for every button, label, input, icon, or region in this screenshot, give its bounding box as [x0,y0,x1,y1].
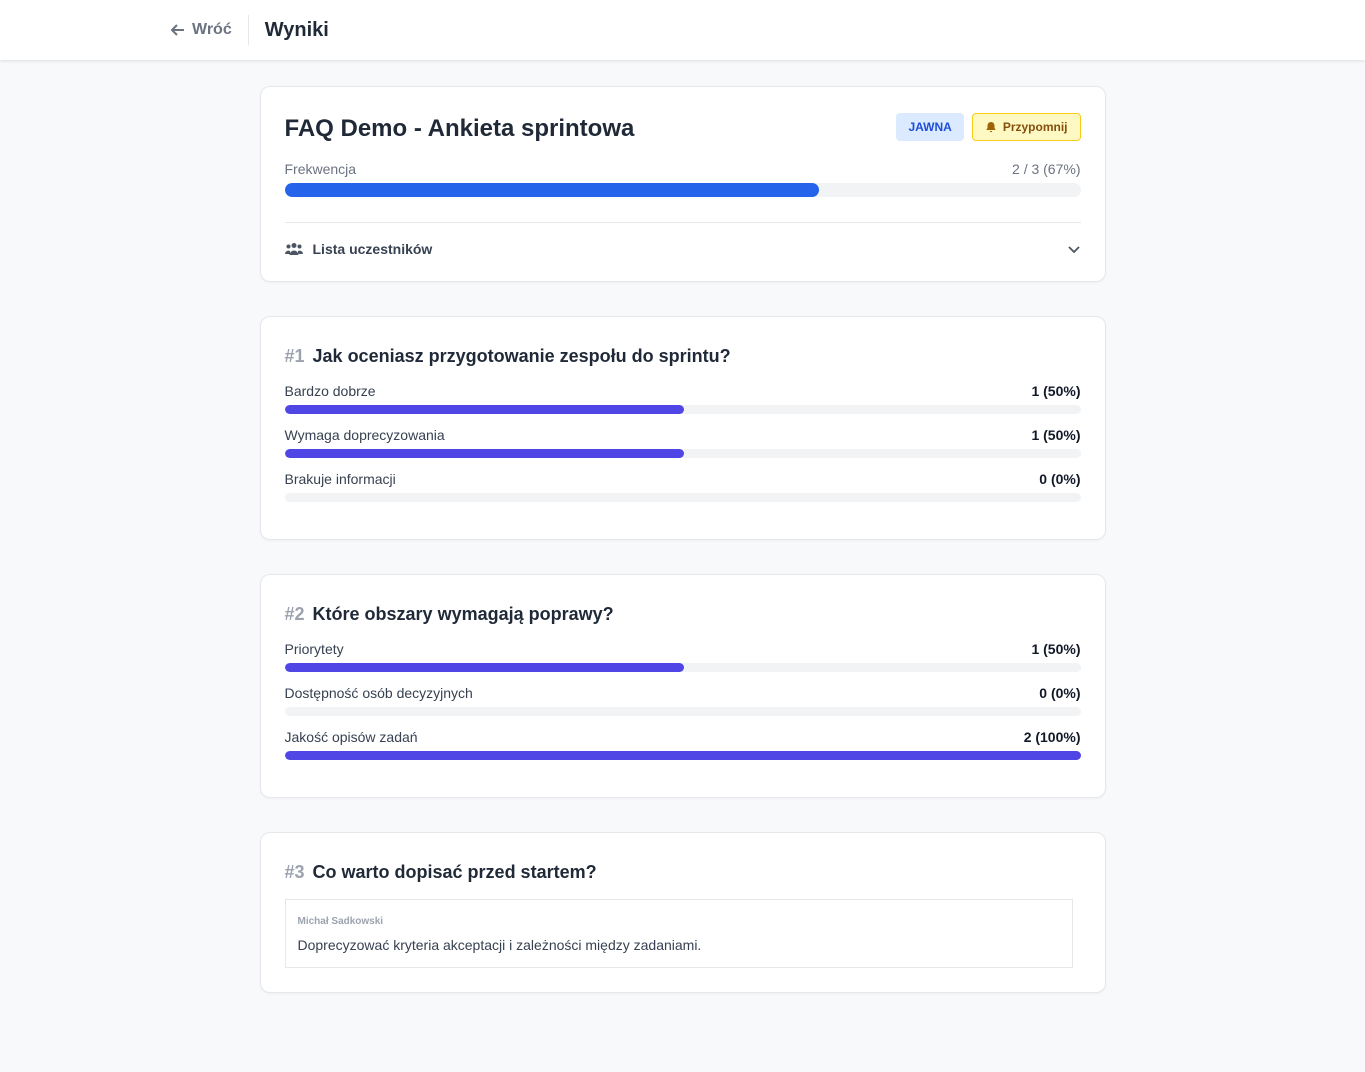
option-track [284,751,1081,760]
survey-title: FAQ Demo - Ankieta sprintowa [284,115,635,142]
survey-card: FAQ Demo - Ankieta sprintowa JAWNA Przyp… [259,86,1106,282]
option-track [284,707,1081,716]
option-result: 1 (50%) [1031,427,1081,443]
question-number: #1 [284,346,305,366]
option-bar [284,449,684,458]
option-label: Brakuje informacji [284,471,396,487]
option: Dostępność osób decyzyjnych 0 (0%) [284,685,1081,716]
option-track [284,493,1081,502]
remind-label: Przypomnij [1002,120,1068,134]
question-card: #3 Co warto dopisać przed startem? Michał … [259,832,1106,993]
bell-icon [986,122,996,133]
option: Wymaga doprecyzowania 1 (50%) [284,427,1081,458]
option-result: 2 (100%) [1023,729,1081,745]
answer-author: Michał Sadkowski [297,916,384,927]
question-title: #3 Co warto dopisać przed startem? [285,862,1081,883]
page-title: Wyniki [264,18,329,41]
back-icon [170,24,184,36]
option-label: Bardzo dobrze [284,383,376,399]
option-label: Wymaga doprecyzowania [284,427,445,443]
option-row: Wymaga doprecyzowania 1 (50%) [285,427,1081,443]
back-label: Wróć [192,21,232,38]
attendance-row: Frekwencja 2 / 3 (67%) [285,161,1081,177]
survey-actions: JAWNA Przypomnij [896,113,1081,141]
option-bar [284,751,1081,760]
question-card: #2 Które obszary wymagają poprawy? Prioryt… [259,574,1106,798]
option-row: Priorytety 1 (50%) [285,641,1081,657]
option: Jakość opisów zadań 2 (100%) [284,729,1081,760]
option-label: Priorytety [284,641,344,657]
attendance-text: 2 / 3 (67%) [1012,161,1081,177]
back-button[interactable]: Wróć [170,15,249,45]
option-label: Dostępność osób decyzyjnych [284,685,473,701]
question-text: Które obszary wymagają poprawy? [312,604,614,624]
option-row: Jakość opisów zadań 2 (100%) [285,729,1081,745]
participants: Lista uczestników [284,241,433,257]
content: FAQ Demo - Ankieta sprintowa JAWNA Przyp… [259,86,1106,993]
top-bar: Wróć Wyniki [0,0,1365,60]
attendance-label: Frekwencja [284,161,357,177]
option-result: 0 (0%) [1039,685,1081,701]
option-bar [284,663,684,672]
option-row: Bardzo dobrze 1 (50%) [285,383,1081,399]
survey-head: FAQ Demo - Ankieta sprintowa JAWNA Przyp… [285,111,1081,143]
option: Brakuje informacji 0 (0%) [284,471,1081,502]
users-icon [284,243,303,255]
attendance-bar [284,183,820,197]
answer-text: Doprecyzować kryteria akceptacji i zależ… [297,937,702,953]
participants-label: Lista uczestników [312,241,433,257]
attendance-track [284,183,1081,197]
question-text: Jak oceniasz przygotowanie zespołu do sp… [312,346,731,366]
visibility-badge: JAWNA [896,113,964,141]
option-bar [284,405,684,414]
question-number: #2 [284,604,305,624]
remind-button[interactable]: Przypomnij [971,113,1081,141]
question-card: #1 Jak oceniasz przygotowanie zespołu do … [259,316,1106,540]
chevron-icon [1067,246,1080,254]
option-track [284,405,1081,414]
option-label: Jakość opisów zadań [284,729,418,745]
answer: Michał Sadkowski Doprecyzować kryteria ak… [284,899,1073,968]
option-result: 1 (50%) [1031,383,1081,399]
participants-toggle[interactable]: Lista uczestników [284,222,1081,257]
option-row: Dostępność osób decyzyjnych 0 (0%) [285,685,1081,701]
option-row: Brakuje informacji 0 (0%) [285,471,1081,487]
option: Priorytety 1 (50%) [284,641,1081,672]
option-track [284,663,1081,672]
option-result: 1 (50%) [1031,641,1081,657]
question-text: Co warto dopisać przed startem? [312,862,597,882]
option-track [284,449,1081,458]
question-number: #3 [284,862,305,882]
option: Bardzo dobrze 1 (50%) [284,383,1081,414]
option-result: 0 (0%) [1039,471,1081,487]
question-title: #2 Które obszary wymagają poprawy? [285,604,1081,625]
question-title: #1 Jak oceniasz przygotowanie zespołu do … [285,346,1081,367]
